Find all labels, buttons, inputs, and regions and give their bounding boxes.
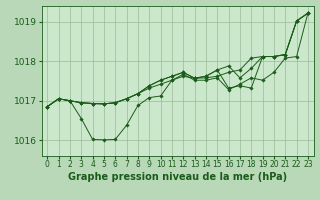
X-axis label: Graphe pression niveau de la mer (hPa): Graphe pression niveau de la mer (hPa) xyxy=(68,172,287,182)
